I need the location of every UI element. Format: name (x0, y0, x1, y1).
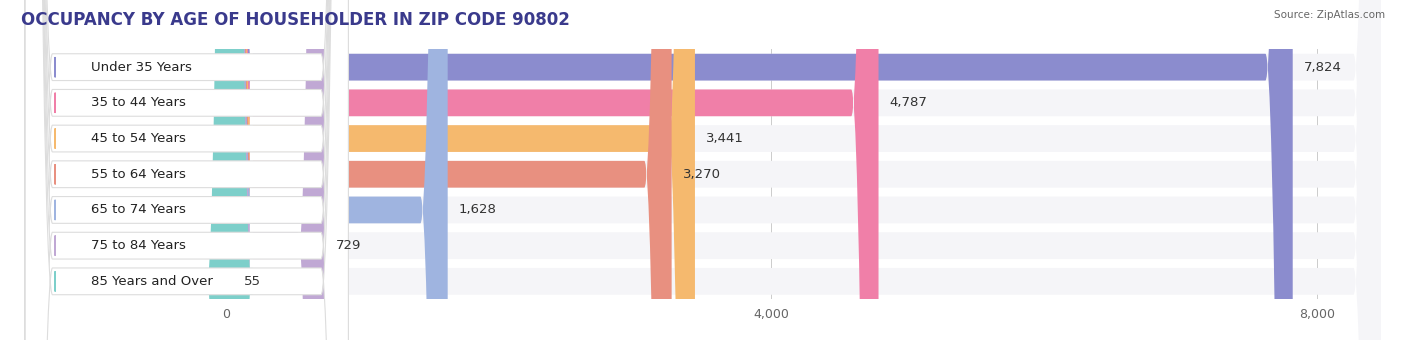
FancyBboxPatch shape (25, 0, 1381, 340)
Text: 7,824: 7,824 (1303, 61, 1341, 74)
Text: 55: 55 (245, 275, 262, 288)
FancyBboxPatch shape (25, 0, 349, 340)
Text: 45 to 54 Years: 45 to 54 Years (90, 132, 186, 145)
Text: 1,628: 1,628 (458, 203, 496, 217)
FancyBboxPatch shape (25, 0, 1381, 340)
FancyBboxPatch shape (25, 0, 1381, 340)
Text: 4,787: 4,787 (890, 96, 928, 109)
FancyBboxPatch shape (25, 0, 1381, 340)
FancyBboxPatch shape (25, 0, 349, 340)
FancyBboxPatch shape (225, 0, 1292, 340)
Text: 65 to 74 Years: 65 to 74 Years (90, 203, 186, 217)
Text: 729: 729 (336, 239, 361, 252)
FancyBboxPatch shape (25, 0, 349, 340)
FancyBboxPatch shape (25, 0, 1381, 340)
FancyBboxPatch shape (25, 0, 349, 340)
FancyBboxPatch shape (25, 0, 1381, 340)
Text: OCCUPANCY BY AGE OF HOUSEHOLDER IN ZIP CODE 90802: OCCUPANCY BY AGE OF HOUSEHOLDER IN ZIP C… (21, 11, 569, 29)
FancyBboxPatch shape (25, 0, 1381, 340)
FancyBboxPatch shape (205, 0, 253, 340)
Text: 55 to 64 Years: 55 to 64 Years (90, 168, 186, 181)
Text: 35 to 44 Years: 35 to 44 Years (90, 96, 186, 109)
FancyBboxPatch shape (25, 0, 349, 340)
FancyBboxPatch shape (225, 0, 695, 340)
FancyBboxPatch shape (225, 0, 672, 340)
Text: Under 35 Years: Under 35 Years (90, 61, 191, 74)
Text: 85 Years and Over: 85 Years and Over (90, 275, 212, 288)
FancyBboxPatch shape (25, 0, 349, 340)
Text: 75 to 84 Years: 75 to 84 Years (90, 239, 186, 252)
Text: 3,441: 3,441 (706, 132, 744, 145)
FancyBboxPatch shape (225, 0, 879, 340)
Text: 3,270: 3,270 (682, 168, 720, 181)
FancyBboxPatch shape (25, 0, 349, 340)
Text: Source: ZipAtlas.com: Source: ZipAtlas.com (1274, 10, 1385, 20)
FancyBboxPatch shape (225, 0, 325, 340)
FancyBboxPatch shape (225, 0, 447, 340)
